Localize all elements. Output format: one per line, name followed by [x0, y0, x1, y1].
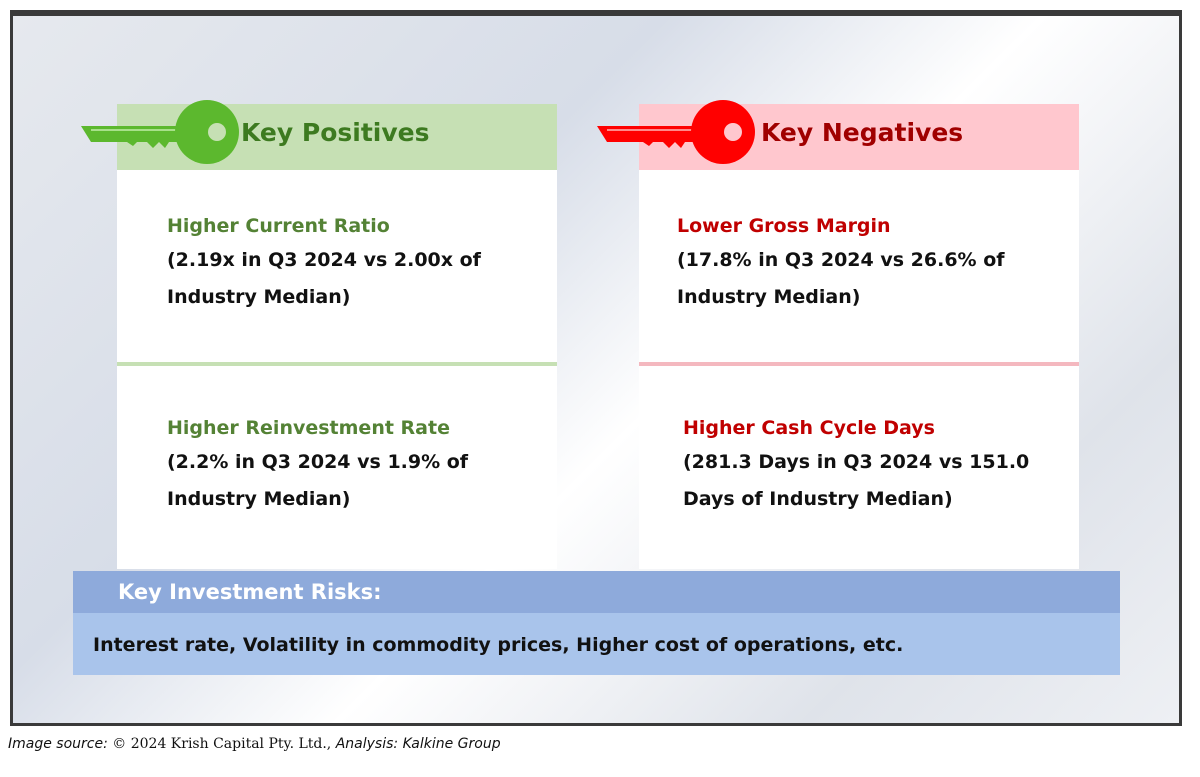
negative-item-2: Higher Cash Cycle Days (281.3 Days in Q3… [683, 416, 1063, 518]
negatives-panel: Key Negatives Lower Gross Margin (17.8% … [639, 104, 1079, 569]
positive-item-desc: (2.2% in Q3 2024 vs 1.9% of Industry Med… [167, 444, 547, 518]
desc-line: (2.19x in Q3 2024 vs 2.00x of [167, 249, 481, 271]
negative-item-title: Lower Gross Margin [677, 215, 891, 237]
investment-risks-panel: Key Investment Risks: Interest rate, Vol… [73, 571, 1120, 675]
source-label: Image source: [8, 736, 113, 752]
positive-item-desc: (2.19x in Q3 2024 vs 2.00x of Industry M… [167, 242, 547, 316]
investment-risks-header: Key Investment Risks: [73, 571, 1120, 613]
investment-risks-text: Interest rate, Volatility in commodity p… [93, 634, 904, 656]
positive-item-title: Higher Reinvestment Rate [167, 417, 450, 439]
positive-item-1: Higher Current Ratio (2.19x in Q3 2024 v… [167, 214, 547, 316]
positives-divider [117, 362, 557, 366]
negative-item-1: Lower Gross Margin (17.8% in Q3 2024 vs … [677, 214, 1057, 316]
positives-panel: Key Positives Higher Current Ratio (2.19… [117, 104, 557, 569]
positives-title: Key Positives [241, 118, 430, 147]
negatives-title: Key Negatives [761, 118, 964, 147]
key-icon-green [81, 100, 239, 164]
infographic-frame: Key Positives Higher Current Ratio (2.19… [10, 10, 1182, 726]
desc-line: Industry Median) [677, 286, 861, 308]
investment-risks-title: Key Investment Risks: [118, 580, 382, 604]
image-source-caption: Image source: © 2024 Krish Capital Pty. … [8, 736, 501, 752]
desc-line: (17.8% in Q3 2024 vs 26.6% of [677, 249, 1005, 271]
key-icon-red [597, 100, 755, 164]
desc-line: Days of Industry Median) [683, 488, 953, 510]
negative-item-title: Higher Cash Cycle Days [683, 417, 935, 439]
source-copyright: © 2024 Krish Capital Pty. Ltd., [112, 736, 332, 752]
negative-item-desc: (281.3 Days in Q3 2024 vs 151.0 Days of … [683, 444, 1063, 518]
positive-item-2: Higher Reinvestment Rate (2.2% in Q3 202… [167, 416, 547, 518]
desc-line: (2.2% in Q3 2024 vs 1.9% of [167, 451, 469, 473]
desc-line: Industry Median) [167, 286, 351, 308]
desc-line: (281.3 Days in Q3 2024 vs 151.0 [683, 451, 1030, 473]
negatives-divider [639, 362, 1079, 366]
negative-item-desc: (17.8% in Q3 2024 vs 26.6% of Industry M… [677, 242, 1057, 316]
positive-item-title: Higher Current Ratio [167, 215, 390, 237]
desc-line: Industry Median) [167, 488, 351, 510]
source-analysis: Analysis: Kalkine Group [331, 736, 501, 752]
